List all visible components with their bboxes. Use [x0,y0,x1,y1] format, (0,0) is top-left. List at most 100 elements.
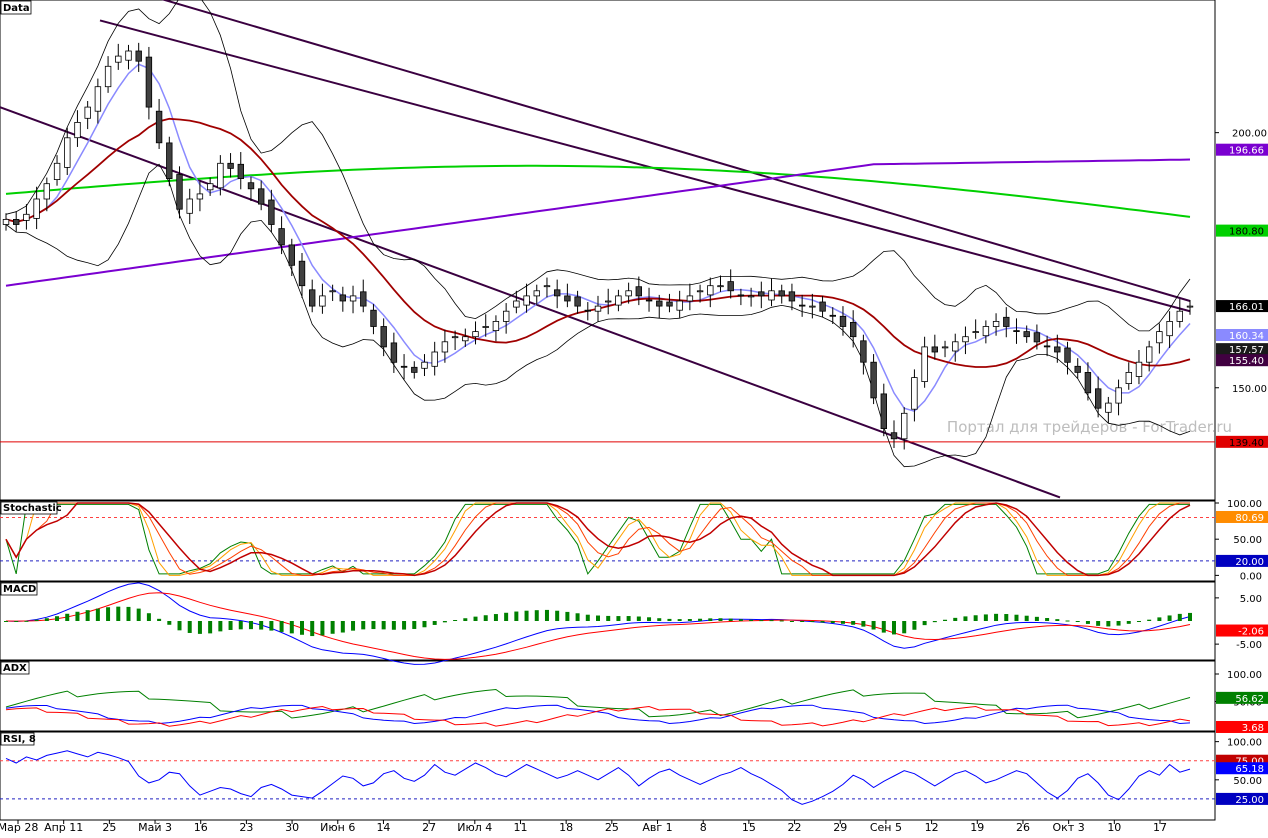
candle[interactable] [1054,334,1061,363]
candle[interactable] [625,282,632,304]
candle[interactable] [594,295,602,322]
candle[interactable] [329,284,336,302]
candle[interactable] [543,277,551,298]
candle[interactable] [982,320,990,344]
candle[interactable] [605,288,612,315]
candle[interactable] [380,318,387,357]
candle[interactable] [1033,324,1041,350]
candle[interactable] [788,283,796,311]
candle[interactable] [768,278,775,307]
candle[interactable] [921,336,928,388]
candle[interactable] [513,290,520,314]
candle[interactable] [758,281,765,309]
candle[interactable] [94,78,102,124]
candle[interactable] [1013,318,1020,344]
candle[interactable] [1084,362,1092,401]
candle[interactable] [615,289,622,312]
candle[interactable] [676,290,683,318]
candle[interactable] [84,101,91,130]
candle[interactable] [584,302,591,321]
candle[interactable] [1074,358,1081,379]
candle[interactable] [1023,325,1030,343]
candle[interactable] [554,279,561,309]
candle[interactable] [809,293,816,319]
candle[interactable] [686,283,694,311]
candle[interactable] [257,180,265,211]
candle[interactable] [278,216,285,255]
candle[interactable] [850,310,857,348]
candle[interactable] [1095,376,1102,418]
candle[interactable] [206,177,214,196]
candle[interactable] [115,43,122,70]
candle[interactable] [400,354,408,380]
candle[interactable] [237,152,244,190]
candle[interactable] [870,354,877,405]
candle[interactable] [451,330,459,350]
candle[interactable] [880,383,887,437]
candle[interactable] [890,420,898,448]
candle[interactable] [360,279,367,313]
candle[interactable] [308,279,316,313]
candle[interactable] [778,284,785,304]
candle[interactable] [166,136,173,187]
candle[interactable] [502,303,510,334]
candle[interactable] [1064,341,1071,375]
candle[interactable] [186,188,193,224]
candle[interactable] [1156,323,1163,354]
candle[interactable] [431,341,438,376]
candle[interactable] [43,177,50,212]
rsi-panel[interactable] [0,731,1216,821]
candle[interactable] [462,328,469,347]
candle[interactable] [635,276,642,306]
candle[interactable] [1176,298,1183,328]
candle[interactable] [492,315,500,342]
candle[interactable] [421,354,428,377]
candle[interactable] [217,155,224,196]
candle[interactable] [696,284,704,303]
candle[interactable] [23,204,30,230]
candle[interactable] [104,56,112,93]
candle[interactable] [64,127,71,175]
candle[interactable] [829,307,836,324]
candle[interactable] [176,166,183,219]
candle[interactable] [952,333,959,362]
candle[interactable] [472,321,479,345]
candle[interactable] [911,369,918,422]
candle[interactable] [1186,300,1194,315]
stochastic-panel[interactable] [0,500,1216,582]
candle[interactable] [574,290,581,314]
candle[interactable] [2,213,10,231]
candle[interactable] [319,283,326,314]
candle[interactable] [268,189,275,233]
candle[interactable] [931,334,938,360]
candle[interactable] [196,181,204,212]
candle[interactable] [972,319,979,339]
candle[interactable] [53,155,61,186]
candle[interactable] [1146,340,1153,372]
candle[interactable] [1166,311,1173,348]
candle[interactable] [1125,362,1132,390]
candle[interactable] [390,332,398,373]
candle[interactable] [145,46,153,120]
candle[interactable] [370,304,377,335]
candle[interactable] [125,44,132,70]
candle[interactable] [656,294,663,319]
candle[interactable] [411,361,418,379]
candle[interactable] [1003,307,1010,338]
candle[interactable] [717,275,724,292]
candle[interactable] [747,287,755,307]
candle[interactable] [33,186,40,230]
candle[interactable] [1105,396,1112,423]
candle[interactable] [666,293,673,313]
candle[interactable] [737,288,745,306]
adx-panel[interactable] [0,660,1216,732]
candle[interactable] [349,285,357,314]
candle[interactable] [941,340,949,358]
candle[interactable] [298,253,306,298]
candle[interactable] [523,283,530,313]
candle[interactable] [12,211,20,233]
price-panel[interactable] [0,0,1216,501]
candle[interactable] [247,176,255,202]
candle[interactable] [441,329,449,363]
candle[interactable] [227,153,234,178]
